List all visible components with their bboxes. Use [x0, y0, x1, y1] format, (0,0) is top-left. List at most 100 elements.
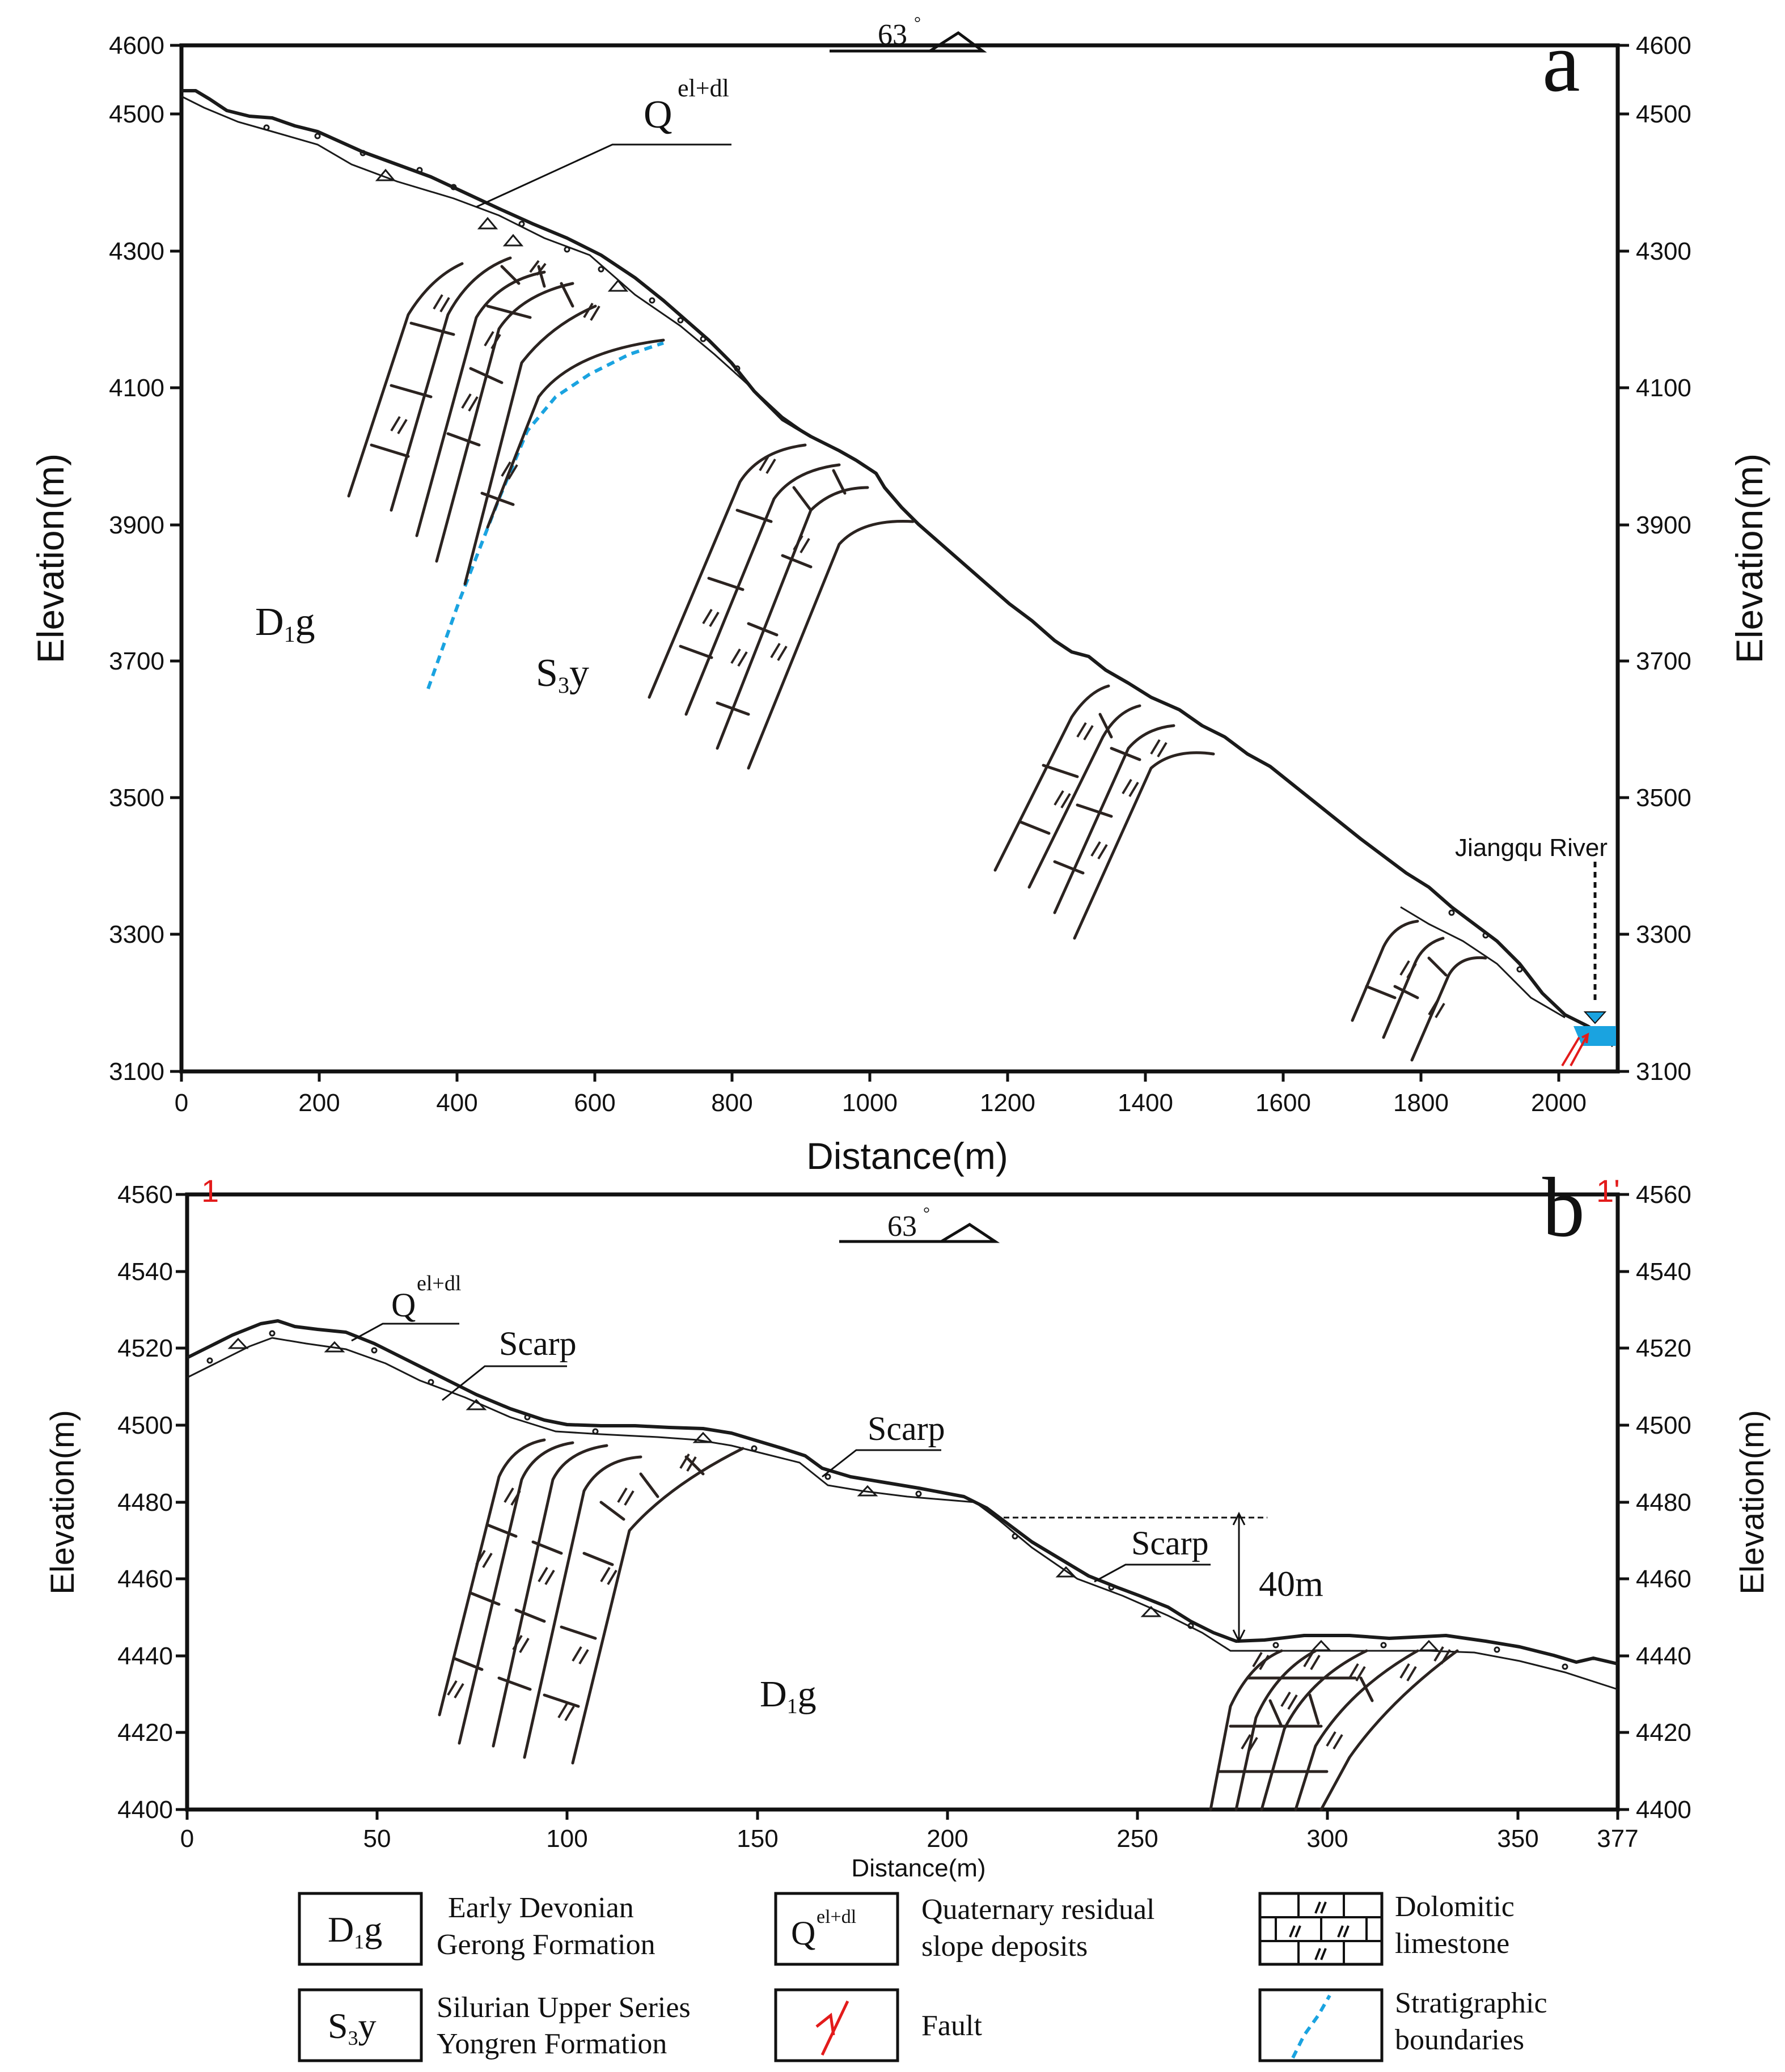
panel-b-x-ticks: [185, 1810, 1619, 1820]
panel-b-x-axis-title: Distance(m): [851, 1854, 985, 1882]
x-tick-label: 200: [298, 1089, 340, 1117]
y-tick-label: 4100: [1636, 374, 1691, 402]
y-tick-label: 3700: [1636, 647, 1691, 675]
x-tick-label: 0: [175, 1089, 188, 1117]
y-tick-label: 4440: [1636, 1642, 1691, 1670]
legend-label-fault: Fault: [921, 2010, 982, 2042]
legend-item-fault: Fault: [774, 1988, 982, 2062]
panel-a-river-label: Jiangqu River: [1455, 834, 1608, 862]
panel-a-letter: a: [1542, 15, 1580, 109]
dolomite-hatch: [1241, 1646, 1451, 1753]
y-tick-label: 3700: [109, 647, 164, 675]
y-tick-label: 4480: [117, 1489, 173, 1516]
panel-b-quaternary-label: Q: [391, 1286, 416, 1324]
panel-a-stratigraphic-boundary: [426, 341, 664, 690]
y-tick-label: 4520: [117, 1334, 173, 1362]
y-tick-label: 4540: [117, 1258, 173, 1286]
panel-a-quaternary-base: [181, 95, 811, 438]
panel-b-y-axis-title-left: Elevation(m): [44, 1410, 81, 1595]
panel-b-quaternary-debris: [206, 1330, 1568, 1670]
y-tick-label: 4300: [1636, 238, 1691, 265]
dolomite-hatch: [702, 455, 810, 667]
panel-a-quaternary-base-2: [1400, 906, 1566, 1019]
y-tick-label: 3900: [109, 511, 164, 539]
dolomite-hatch: [390, 260, 600, 480]
scarp-height-arrow-down: [1232, 1629, 1246, 1643]
legend-label-d1g-line2: Gerong Formation: [437, 1929, 655, 1961]
panel-b-fold-group-2: [1209, 1646, 1459, 1811]
panel-a: 4600 4500 4300 4100 3900 3700 3500 3300 …: [29, 14, 1770, 1177]
y-tick-label: 4440: [117, 1642, 173, 1670]
panel-b-letter: b: [1542, 1160, 1585, 1255]
legend-label-quaternary-line1: Quaternary residual: [921, 1893, 1154, 1926]
y-tick-label: 3900: [1636, 511, 1691, 539]
y-tick-label: 4600: [1636, 32, 1691, 60]
panel-b-y-tick-labels-left: 4560 4540 4520 4500 4480 4460 4440 4420 …: [117, 1181, 173, 1824]
panel-a-fault-icon: [1561, 1032, 1589, 1067]
x-tick-label: 377: [1597, 1825, 1638, 1853]
legend: D1g Early Devonian Gerong Formation Q el…: [298, 1891, 1547, 2062]
y-tick-label: 4540: [1636, 1258, 1691, 1286]
legend-label-dolomite-line1: Dolomitic: [1395, 1891, 1515, 1923]
panel-b-y-axis-title-right: Elevation(m): [1734, 1410, 1771, 1595]
legend-item-d1g: D1g Early Devonian Gerong Formation: [298, 1892, 655, 1966]
x-tick-label: 800: [711, 1089, 752, 1117]
panel-b-fold-group-1: [438, 1438, 745, 1765]
panel-a-x-axis-title: Distance(m): [806, 1135, 1008, 1177]
panel-b-x-tick-labels: 0 50 100 150 200 250 300 350 377: [180, 1825, 1639, 1853]
legend-swatch-s3y: [298, 1988, 423, 2062]
panel-a-river: Jiangqu River: [1455, 834, 1616, 1046]
panel-a-y-axis-title-left: Elevation(m): [29, 454, 71, 663]
y-tick-label: 4420: [1636, 1719, 1691, 1747]
legend-swatch-quaternary: [774, 1892, 899, 1966]
y-tick-label: 3100: [109, 1058, 164, 1086]
y-tick-label: 4420: [117, 1719, 173, 1747]
x-tick-label: 600: [574, 1089, 615, 1117]
panel-b-unit-d1g: D1g: [760, 1673, 817, 1718]
y-tick-label: 4460: [117, 1565, 173, 1593]
x-tick-label: 0: [180, 1825, 194, 1853]
y-tick-label: 4460: [1636, 1565, 1691, 1593]
legend-label-dolomite-line2: limestone: [1395, 1927, 1509, 1960]
legend-item-quaternary: Q el+dl Quaternary residual slope deposi…: [774, 1892, 1154, 1966]
legend-label-boundary-line2: boundaries: [1395, 2024, 1524, 2056]
scarp-height-arrow-up: [1232, 1511, 1246, 1526]
x-tick-label: 2000: [1531, 1089, 1587, 1117]
x-tick-label: 150: [737, 1825, 778, 1853]
scarp-label-2: Scarp: [868, 1410, 945, 1447]
y-tick-label: 4560: [117, 1181, 173, 1209]
dolomite-hatch: [1399, 960, 1445, 1019]
legend-label-s3y-line2: Yongren Formation: [437, 2028, 667, 2060]
x-tick-label: 1200: [980, 1089, 1035, 1117]
scarp-label-3: Scarp: [1131, 1524, 1209, 1562]
legend-symbol-s3y: S3y: [328, 2006, 377, 2049]
x-tick-label: 50: [363, 1825, 391, 1853]
y-tick-label: 4100: [109, 374, 164, 402]
legend-swatch-d1g: [298, 1892, 423, 1966]
boundary-line-icon: [1291, 1994, 1331, 2059]
panel-a-y-ticks: [170, 44, 1629, 1073]
legend-swatch-boundary: [1258, 1988, 1384, 2062]
x-tick-label: 300: [1306, 1825, 1348, 1853]
scarp-leader-2: [822, 1449, 941, 1478]
panel-a-fold-group-2: [648, 443, 915, 770]
panel-a-y-tick-labels-left: 4600 4500 4300 4100 3900 3700 3500 3300 …: [109, 32, 164, 1086]
water-level-icon: [1583, 1011, 1607, 1024]
panel-a-x-ticks: [180, 1071, 1560, 1082]
legend-item-s3y: S3y Silurian Upper Series Yongren Format…: [298, 1988, 691, 2062]
y-tick-label: 3500: [1636, 784, 1691, 812]
x-tick-label: 200: [927, 1825, 968, 1853]
x-tick-label: 1800: [1393, 1089, 1449, 1117]
scarp-label-1: Scarp: [499, 1325, 577, 1362]
panel-a-y-axis-title-right: Elevation(m): [1728, 454, 1770, 663]
y-tick-label: 4300: [109, 238, 164, 265]
y-tick-label: 4500: [109, 100, 164, 128]
panel-a-y-tick-labels-right: 4600 4500 4300 4100 3900 3700 3500 3300 …: [1636, 32, 1691, 1086]
x-tick-label: 1600: [1255, 1089, 1311, 1117]
x-tick-label: 250: [1116, 1825, 1158, 1853]
legend-label-quaternary-line2: slope deposits: [921, 1930, 1088, 1963]
legend-item-stratigraphic-boundary: Stratigraphic boundaries: [1258, 1987, 1547, 2062]
section-end-marker: 1': [1596, 1173, 1620, 1209]
scarp-leader-1: [442, 1365, 567, 1401]
